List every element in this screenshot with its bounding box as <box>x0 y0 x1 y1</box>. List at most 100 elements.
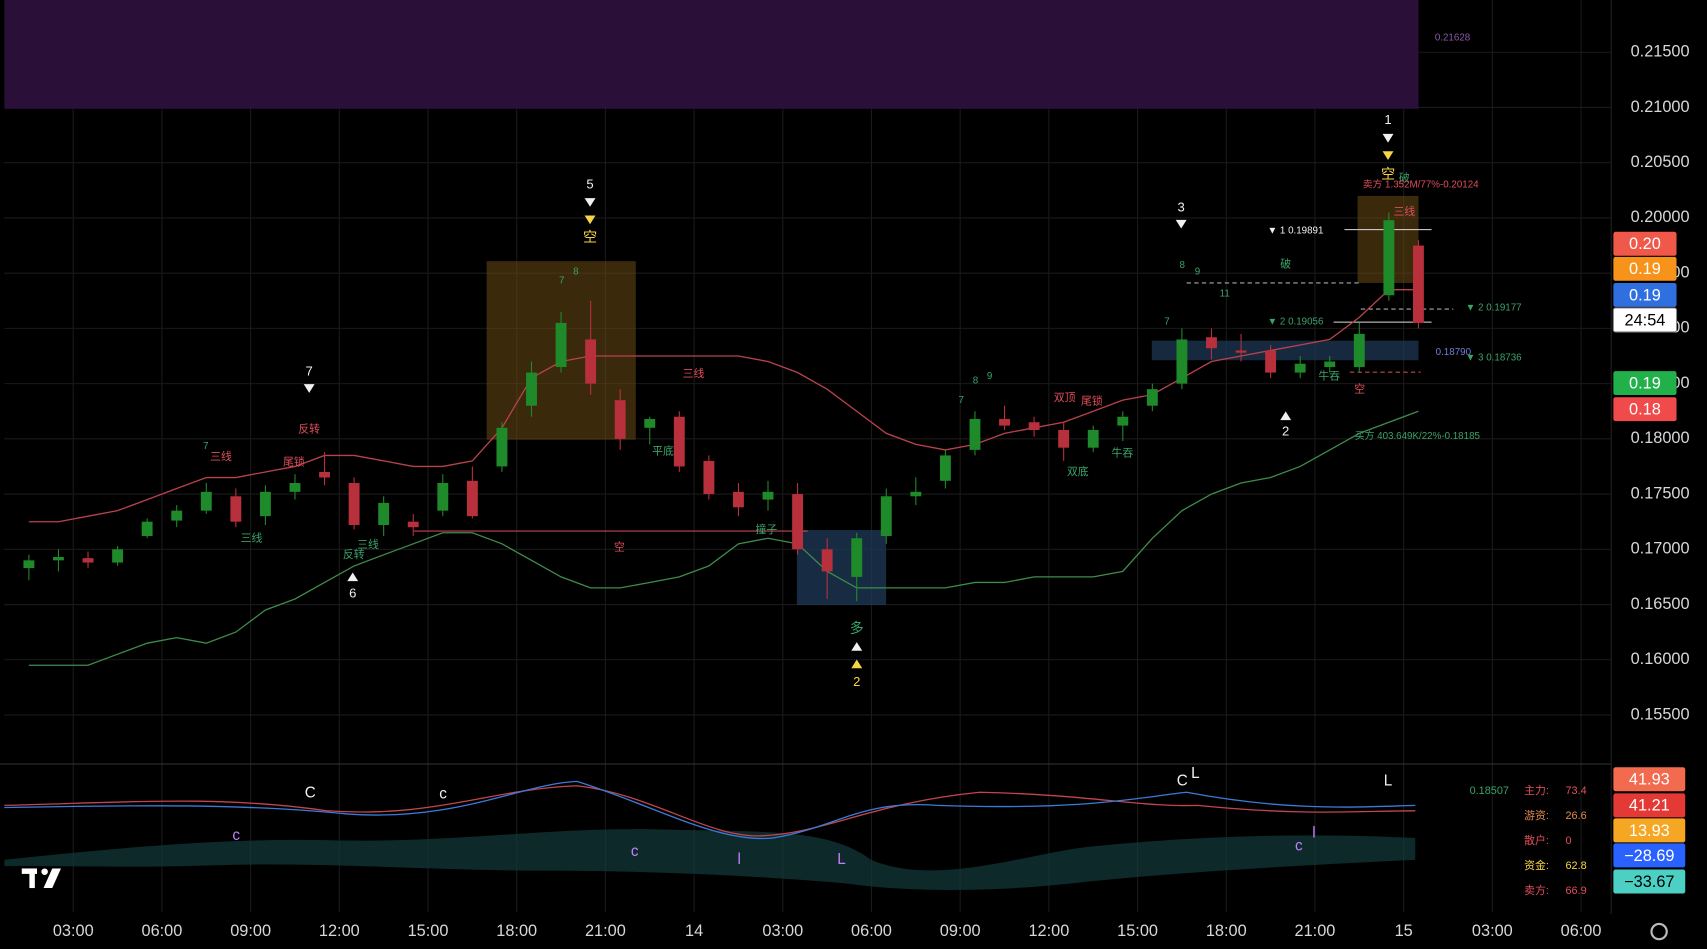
y-tick-label: 0.17000 <box>1631 540 1690 558</box>
y-tick-label: 0.16000 <box>1631 650 1690 668</box>
price-badge <box>1612 307 1678 333</box>
settings-icon[interactable] <box>1650 922 1668 941</box>
readout-value: 73.4 <box>1565 785 1586 797</box>
annotation: 8 <box>1180 260 1186 271</box>
annotation: 撞子 <box>756 522 778 536</box>
candle-body <box>53 557 64 561</box>
annotation: 多 <box>850 620 864 636</box>
signal-marker <box>851 642 863 651</box>
candle-body <box>1265 350 1277 373</box>
candle-body <box>1028 422 1040 431</box>
x-tick-label: 03:00 <box>762 922 803 940</box>
x-tick-label: 15:00 <box>1117 922 1158 940</box>
annotation: 2 <box>853 674 860 689</box>
indicator-annotation: c <box>1295 838 1303 855</box>
indicator-badge <box>1613 818 1686 843</box>
candle-body <box>171 510 183 521</box>
annotation: 双顶 <box>1054 391 1076 404</box>
candle-body <box>762 491 774 500</box>
readout-value: 0 <box>1565 835 1571 847</box>
candle-body <box>141 521 153 537</box>
zone-label: 0.21628 <box>1435 33 1471 44</box>
annotation: 双底 <box>1067 464 1089 478</box>
indicator-badge <box>1613 843 1686 868</box>
indicator-badge-label: 13.93 <box>1629 822 1670 840</box>
candle-body <box>348 483 360 525</box>
indicator-annotation: c <box>232 827 240 844</box>
candle-body <box>555 322 567 368</box>
candle-body <box>319 471 330 478</box>
resistance-zone <box>4 0 1419 109</box>
candle-body <box>673 416 685 467</box>
annotation: 反转 <box>343 547 365 561</box>
annotation: 破 <box>1399 170 1410 184</box>
candle-body <box>289 483 301 492</box>
annotation: 0.18790 <box>1436 347 1472 358</box>
y-tick-label: 0.21000 <box>1631 98 1690 116</box>
indicator-annotation: L <box>1191 765 1199 782</box>
badges: 0.20 0.19 0.19 24:54 0.19 0.18 41.93 41.21 13.93… <box>1612 231 1686 894</box>
y-tick-label: 0.18000 <box>1631 429 1690 447</box>
candle-body <box>1206 337 1217 349</box>
candle-body <box>82 558 94 563</box>
x-tick-label: 03:00 <box>53 922 94 940</box>
indicator-annotation: l <box>1312 825 1315 842</box>
signal-marker <box>303 384 315 393</box>
candle-body <box>1383 220 1395 296</box>
candle-body <box>1117 416 1129 426</box>
annotation: 三线 <box>683 366 705 380</box>
x-tick-label: 21:00 <box>585 922 626 940</box>
signal-marker <box>1280 411 1292 421</box>
price-badge-label: 0.19 <box>1629 260 1661 278</box>
indicator-annotation: C <box>305 784 316 801</box>
candle-body <box>378 502 390 525</box>
candle-body <box>259 491 271 517</box>
annotation: 买方 403.649K/22%-0.18185 <box>1355 429 1481 442</box>
candle-body <box>1324 361 1336 368</box>
annotation: 8 <box>973 376 979 387</box>
x-tick-label: 09:00 <box>940 922 981 940</box>
band-line <box>28 410 1419 666</box>
x-tick-label: 06:00 <box>142 922 183 940</box>
x-tick-label: 14 <box>685 922 703 940</box>
price-badge-label: 0.20 <box>1629 235 1661 253</box>
annotation: 11 <box>1220 288 1230 299</box>
annotation: ▼ 1 0.19891 <box>1268 225 1324 236</box>
candle-body <box>585 339 597 384</box>
annotation: 破 <box>1280 256 1291 270</box>
x-tick-label: 06:00 <box>1561 922 1602 940</box>
annotation: 平底 <box>652 444 674 458</box>
annotation: 9 <box>1195 267 1200 278</box>
price-badge <box>1613 231 1677 256</box>
x-tick-label: 12:00 <box>1028 922 1069 940</box>
indicator-annotation: L <box>1384 772 1392 789</box>
x-tick-label: 18:00 <box>496 922 537 940</box>
readout-name: 游资: <box>1524 809 1549 822</box>
x-tick-label: 21:00 <box>1295 922 1336 940</box>
buy-box <box>796 530 887 606</box>
candle-body <box>851 538 863 577</box>
indicator-badge <box>1613 793 1686 818</box>
y-tick-label: 0.20000 <box>1631 208 1690 226</box>
signal-marker <box>1175 219 1187 229</box>
candle-body <box>880 496 892 537</box>
indicator-annotation: c <box>439 785 447 802</box>
candle-body <box>1294 363 1306 373</box>
readout-name: 主力: <box>1524 784 1549 797</box>
readout-value: 66.9 <box>1565 885 1586 897</box>
candle-body <box>1353 333 1365 368</box>
annotation: 空 <box>1354 381 1365 395</box>
annotation: ▼ 2 0.19056 <box>1268 317 1324 328</box>
annotation: 牛吞 <box>1112 447 1134 460</box>
annotation: 5 <box>586 176 593 191</box>
price-badge <box>1613 256 1677 281</box>
indicator-annotation: l <box>737 851 740 868</box>
x-tick-label: 06:00 <box>851 922 892 940</box>
candle-body <box>112 549 124 563</box>
x-tick-label: 18:00 <box>1206 922 1247 940</box>
annotation: 7 <box>203 441 208 452</box>
x-tick-label: 03:00 <box>1472 922 1513 940</box>
